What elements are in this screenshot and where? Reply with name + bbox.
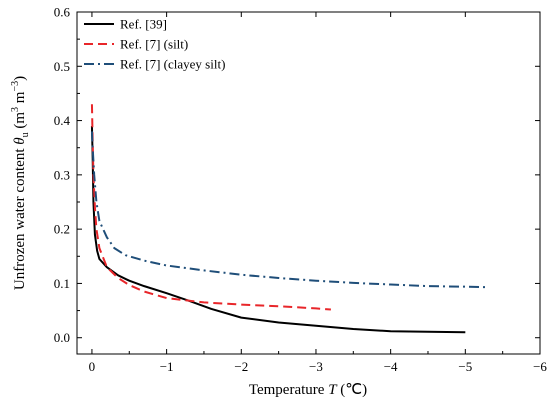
y-tick-label: 0.6 [54, 5, 71, 20]
x-tick-label: −6 [533, 359, 547, 374]
y-axis-title-unit-close: ) [12, 76, 28, 81]
y-axis-title-sup1: 3 [10, 107, 21, 112]
series-line-3 [90, 131, 488, 289]
x-tick-label: −5 [458, 359, 472, 374]
x-axis-title-unit: (℃) [337, 382, 368, 398]
y-axis-title-sup2: −3 [10, 81, 21, 92]
series-layer [90, 104, 488, 334]
y-tick-label: 0.0 [54, 330, 70, 345]
legend-label-1: Ref. [39] [120, 17, 167, 32]
x-tick-label: 0 [89, 359, 96, 374]
y-tick-label: 0.4 [54, 113, 71, 128]
y-axis-title: Unfrozen water content θu (m3 m−3) [10, 76, 31, 290]
x-axis-title: Temperature T (℃) [249, 382, 367, 398]
legend-label-3: Ref. [7] (clayey silt) [120, 57, 225, 72]
y-tick-label: 0.1 [54, 276, 70, 291]
y-axis-title-var: θ [12, 137, 28, 145]
plot-border [76, 11, 541, 355]
y-axis-title-sub: u [20, 132, 31, 137]
ticks-layer: 0 −1 −2 −3 −4 −5 −6 0.0 0.1 0.2 0.3 0.4 0.5 0.6 [54, 5, 548, 375]
x-tick-label: −4 [384, 359, 398, 374]
x-axis-title-text: Temperature [249, 382, 328, 398]
x-axis-title-var: T [328, 382, 338, 398]
y-tick-label: 0.5 [54, 59, 70, 74]
y-tick-label: 0.2 [54, 222, 70, 237]
x-tick-label: −1 [160, 359, 174, 374]
series-line-1 [90, 125, 466, 334]
y-axis-title-text: Unfrozen water content [12, 145, 28, 290]
legend: Ref. [39] Ref. [7] (silt) Ref. [7] (clayey… [84, 17, 225, 72]
legend-label-2: Ref. [7] (silt) [120, 37, 188, 52]
x-tick-label: −3 [309, 359, 323, 374]
x-tick-label: −2 [234, 359, 248, 374]
y-tick-label: 0.3 [54, 167, 70, 182]
series-line-2 [90, 104, 331, 311]
plot-area [76, 11, 541, 355]
y-axis-title-unit-mid: m [12, 91, 28, 107]
y-axis-title-unit-open: (m [12, 112, 28, 133]
